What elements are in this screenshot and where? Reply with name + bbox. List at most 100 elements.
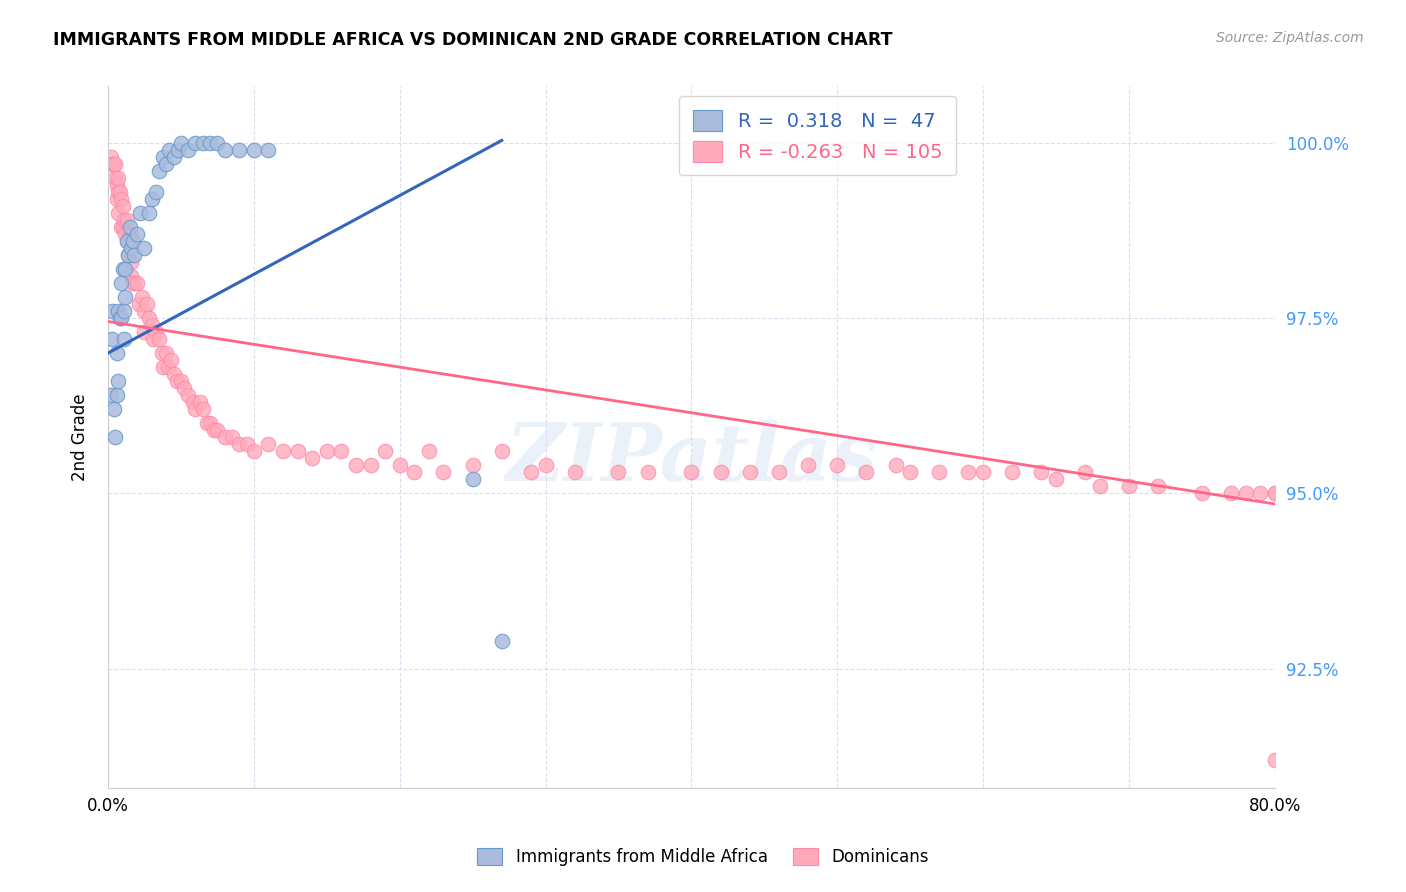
Point (1264, 753, 1286, 767)
Point (107, 185, 129, 199)
Point (520, 466, 543, 480)
Point (344, 458, 367, 473)
Point (1234, 486, 1257, 500)
Point (121, 234, 143, 248)
Point (128, 297, 150, 311)
Point (637, 466, 659, 480)
Point (155, 346, 177, 360)
Point (181, 395, 204, 409)
Point (115, 234, 138, 248)
Point (1001, 466, 1024, 480)
Point (564, 466, 586, 480)
Point (110, 219, 132, 234)
Point (105, 388, 128, 402)
Point (131, 290, 153, 304)
Point (898, 466, 921, 480)
Point (114, 290, 136, 304)
Point (103, 156, 125, 170)
Point (207, 423, 229, 437)
Point (105, 346, 128, 360)
Point (152, 150, 174, 164)
Point (103, 402, 125, 417)
Point (115, 212, 138, 227)
Point (110, 192, 132, 206)
Point (301, 451, 323, 466)
Text: Source: ZipAtlas.com: Source: ZipAtlas.com (1216, 31, 1364, 45)
Point (152, 360, 174, 375)
Point (228, 437, 250, 451)
Point (825, 458, 848, 473)
Point (108, 310, 131, 325)
Point (107, 170, 129, 185)
Point (228, 143, 250, 157)
Point (167, 143, 190, 157)
Legend: R =  0.318   N =  47, R = -0.263   N = 105: R = 0.318 N = 47, R = -0.263 N = 105 (679, 96, 956, 176)
Point (111, 219, 134, 234)
Text: ZIPatlas: ZIPatlas (505, 419, 877, 497)
Point (121, 276, 143, 290)
Point (118, 227, 141, 241)
Point (315, 444, 337, 458)
Point (388, 458, 411, 473)
Point (491, 633, 513, 648)
Point (884, 458, 907, 473)
Point (855, 466, 877, 480)
Point (104, 430, 127, 444)
Point (112, 304, 135, 318)
Point (138, 310, 160, 325)
Point (177, 388, 200, 402)
Point (114, 261, 136, 276)
Point (100, 150, 122, 164)
Point (170, 374, 193, 388)
Point (768, 466, 790, 480)
Point (104, 170, 127, 185)
Point (148, 163, 170, 178)
Point (114, 227, 136, 241)
Point (166, 374, 188, 388)
Point (136, 297, 159, 311)
Y-axis label: 2nd Grade: 2nd Grade (72, 393, 89, 481)
Point (607, 466, 630, 480)
Point (928, 466, 950, 480)
Point (1264, 486, 1286, 500)
Point (120, 241, 142, 255)
Point (148, 332, 170, 346)
Point (972, 466, 994, 480)
Point (534, 458, 557, 473)
Point (709, 466, 731, 480)
Point (287, 444, 309, 458)
Point (257, 143, 280, 157)
Text: IMMIGRANTS FROM MIDDLE AFRICA VS DOMINICAN 2ND GRADE CORRELATION CHART: IMMIGRANTS FROM MIDDLE AFRICA VS DOMINIC… (53, 31, 893, 49)
Point (1118, 479, 1140, 493)
Point (118, 219, 141, 234)
Point (138, 205, 160, 219)
Point (112, 332, 135, 346)
Point (107, 304, 129, 318)
Point (491, 444, 513, 458)
Point (120, 268, 142, 283)
Point (162, 150, 184, 164)
Point (418, 444, 440, 458)
Point (198, 136, 221, 150)
Point (243, 444, 266, 458)
Point (110, 310, 132, 325)
Point (120, 255, 142, 269)
Point (1264, 486, 1286, 500)
Point (112, 212, 135, 227)
Point (127, 227, 149, 241)
Point (162, 367, 184, 381)
Point (461, 458, 484, 473)
Point (105, 192, 128, 206)
Point (1031, 466, 1053, 480)
Point (122, 276, 145, 290)
Point (129, 205, 152, 219)
Point (461, 472, 484, 486)
Point (142, 332, 165, 346)
Point (127, 276, 149, 290)
Point (195, 417, 218, 431)
Point (235, 437, 257, 451)
Point (214, 430, 236, 444)
Point (111, 199, 134, 213)
Point (191, 136, 214, 150)
Point (117, 248, 139, 262)
